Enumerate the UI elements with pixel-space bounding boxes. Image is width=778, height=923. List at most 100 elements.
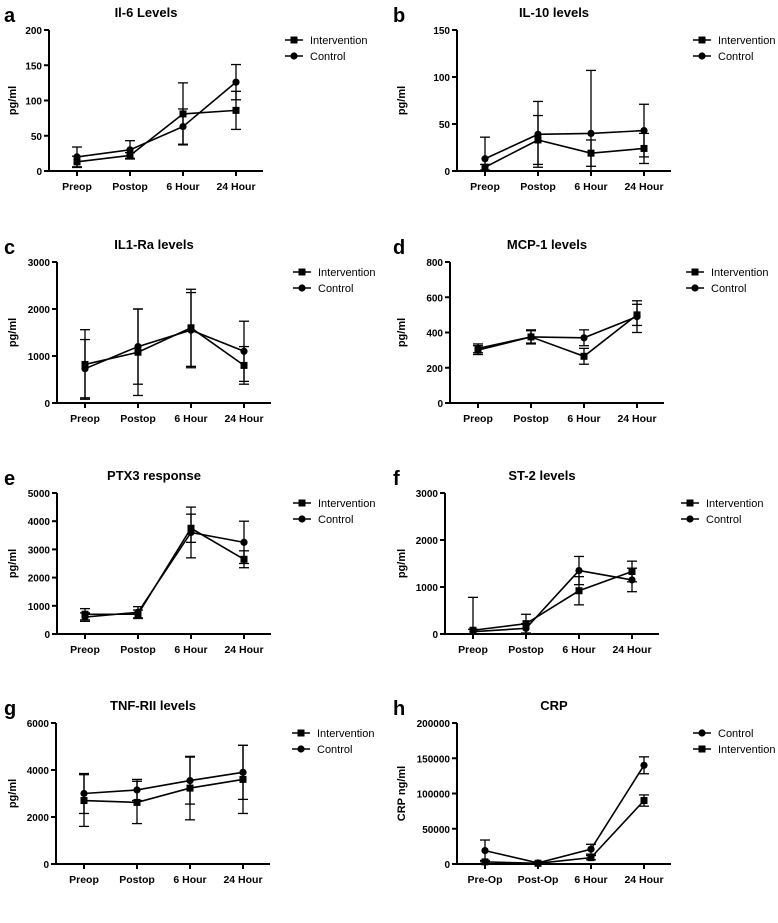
x-tick-label: 24 Hour — [612, 644, 651, 656]
x-tick-label: 24 Hour — [624, 181, 663, 193]
data-point — [240, 347, 248, 355]
data-point — [640, 126, 648, 135]
series-line — [484, 800, 645, 865]
x-tick-label: Postop — [120, 644, 156, 656]
legend-label: Control — [317, 744, 352, 756]
legend-label: Intervention — [310, 35, 367, 47]
series-line — [477, 315, 638, 350]
y-axis-label: pg/ml — [396, 549, 408, 578]
legend-marker — [698, 36, 706, 44]
x-tick-label: 24 Hour — [224, 413, 263, 425]
x-tick-label: 24 Hour — [223, 874, 262, 886]
data-point — [232, 106, 240, 114]
x-tick-label: Preop — [69, 874, 99, 886]
y-tick-label: 400 — [426, 329, 443, 340]
series-line — [484, 139, 645, 168]
legend-item: Intervention — [285, 35, 367, 47]
legend-marker — [298, 499, 306, 507]
legend-item: Control — [293, 283, 353, 295]
y-tick-label: 50000 — [422, 825, 450, 836]
legend-item: Control — [293, 514, 353, 526]
legend-label: Control — [310, 51, 345, 63]
chart-panel-d: d MCP-1 levels pg/ml 0 200 400 600 800 Preop Post… — [393, 237, 768, 425]
x-tick-label: Postop — [119, 874, 155, 886]
y-tick-label: 1000 — [28, 352, 51, 363]
y-tick-label: 2000 — [28, 574, 51, 585]
legend-marker — [698, 52, 706, 60]
y-axis-label: pg/ml — [7, 86, 19, 115]
x-tick-label: 6 Hour — [567, 413, 600, 425]
data-point — [469, 628, 477, 636]
legend-marker — [691, 284, 699, 292]
x-tick-label: Preop — [463, 413, 493, 425]
legend-marker — [298, 515, 306, 523]
series-intervention — [473, 303, 642, 365]
chart-panel-c: c IL1-Ra levels pg/ml 0 1000 2000 3000 Preop Pos… — [4, 237, 375, 425]
data-point — [239, 768, 247, 776]
y-tick-label: 50 — [31, 132, 43, 143]
legend-item: Control — [686, 283, 746, 295]
y-tick-label: 0 — [43, 860, 49, 871]
series-line — [477, 314, 638, 358]
series-control — [480, 756, 649, 867]
legend-marker — [290, 52, 298, 60]
legend-label: Intervention — [318, 498, 375, 510]
series-intervention — [80, 513, 249, 621]
data-point — [133, 786, 141, 794]
chart-title: IL-10 levels — [519, 5, 589, 20]
x-tick-label: 6 Hour — [166, 181, 199, 193]
x-tick-label: Preop — [470, 181, 500, 193]
data-point — [80, 789, 88, 798]
y-tick-label: 200000 — [417, 719, 451, 730]
data-point — [587, 129, 595, 137]
y-tick-label: 2000 — [27, 813, 50, 824]
series-line — [76, 109, 237, 163]
panel-label: h — [393, 698, 405, 720]
data-point — [187, 326, 195, 334]
y-tick-label: 800 — [426, 258, 443, 269]
x-tick-label: Postop — [508, 644, 544, 656]
series-line — [84, 329, 245, 370]
x-tick-label: Postop — [513, 413, 549, 425]
x-tick-label: Preop — [62, 181, 92, 193]
legend-label: Control — [318, 283, 353, 295]
y-tick-label: 150 — [433, 26, 450, 37]
data-point — [232, 78, 240, 86]
legend-label: Control — [318, 514, 353, 526]
y-tick-label: 3000 — [416, 489, 439, 500]
legend-item: Control — [285, 51, 345, 63]
series-control — [468, 555, 637, 636]
data-point — [481, 858, 489, 866]
panel-label: g — [4, 698, 16, 720]
y-tick-label: 0 — [444, 860, 450, 871]
legend-marker — [698, 745, 706, 753]
y-tick-label: 3000 — [28, 258, 51, 269]
y-tick-label: 0 — [36, 167, 42, 178]
legend-marker — [298, 268, 306, 276]
legend-item: Intervention — [693, 744, 775, 756]
data-point — [640, 797, 648, 805]
legend-item: Control — [693, 728, 753, 740]
x-tick-label: 24 Hour — [617, 413, 656, 425]
series-line — [484, 764, 645, 864]
x-tick-label: 6 Hour — [574, 181, 607, 193]
x-tick-label: Post-Op — [518, 874, 559, 886]
y-tick-label: 200 — [25, 26, 42, 37]
y-tick-label: 0 — [432, 630, 438, 641]
legend-label: Intervention — [318, 267, 375, 279]
legend-marker — [686, 499, 694, 507]
y-tick-label: 6000 — [27, 719, 50, 730]
legend-item: Intervention — [293, 267, 375, 279]
series-intervention — [480, 114, 649, 171]
data-point — [179, 122, 187, 131]
y-tick-label: 4000 — [28, 517, 51, 528]
chart-title: CRP — [540, 698, 568, 713]
legend-item: Intervention — [693, 35, 775, 47]
y-tick-label: 100000 — [417, 790, 451, 801]
panel-label: c — [4, 237, 15, 259]
x-tick-label: Preop — [70, 413, 100, 425]
series-line — [472, 569, 633, 633]
legend-item: Intervention — [686, 267, 768, 279]
x-tick-label: Pre-Op — [467, 874, 502, 886]
series-line — [84, 531, 245, 618]
